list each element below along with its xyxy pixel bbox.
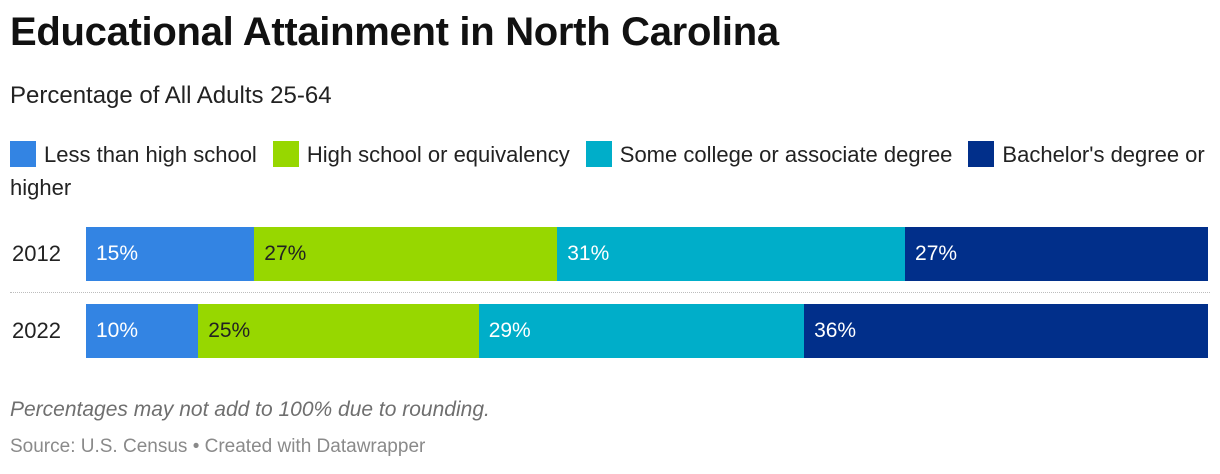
legend: Less than high school High school or equi… bbox=[10, 138, 1210, 204]
data-label: 27% bbox=[264, 242, 307, 265]
legend-label: Some college or associate degree bbox=[619, 142, 953, 167]
legend-label: Bachelor's degree or higher bbox=[10, 142, 1205, 200]
chart-source: Source: U.S. Census • Created with Dataw… bbox=[10, 436, 426, 457]
data-label: 27% bbox=[915, 242, 958, 265]
bar-segment: 29% bbox=[478, 304, 805, 358]
data-label: 10% bbox=[96, 319, 139, 342]
stacked-bar: 15% 27% 31% 27% bbox=[86, 227, 1208, 281]
bar-segment: 31% bbox=[557, 227, 906, 281]
data-label: 36% bbox=[814, 319, 857, 342]
legend-swatch bbox=[10, 141, 36, 167]
data-label: 31% bbox=[567, 242, 610, 265]
legend-swatch bbox=[272, 141, 299, 167]
row-label: 2012 bbox=[12, 241, 61, 266]
row-divider bbox=[10, 292, 1210, 293]
row-label: 2022 bbox=[12, 318, 61, 343]
legend-swatch bbox=[968, 141, 995, 167]
legend-label: High school or equivalency bbox=[306, 142, 570, 167]
bar-segment: 25% bbox=[198, 304, 479, 358]
legend-item: Less than high school bbox=[10, 141, 257, 167]
bar-segment: 27% bbox=[905, 227, 1208, 281]
stacked-bar: 10% 25% 29% 36% bbox=[86, 304, 1208, 358]
legend-item: High school or equivalency bbox=[272, 141, 570, 167]
legend-swatch bbox=[585, 141, 612, 167]
chart-title: Educational Attainment in North Carolina bbox=[10, 10, 779, 54]
legend-item: Bachelor's degree or higher bbox=[10, 141, 1205, 200]
data-label: 25% bbox=[208, 319, 251, 342]
chart-note: Percentages may not add to 100% due to r… bbox=[10, 398, 490, 421]
data-label: 29% bbox=[488, 319, 531, 342]
bar-segment: 10% bbox=[86, 304, 199, 358]
bar-segment: 15% bbox=[86, 227, 255, 281]
legend-item: Some college or associate degree bbox=[585, 141, 953, 167]
bar-segment: 36% bbox=[804, 304, 1208, 358]
legend-label: Less than high school bbox=[44, 142, 257, 167]
data-label: 15% bbox=[96, 242, 139, 265]
chart-subtitle: Percentage of All Adults 25-64 bbox=[10, 82, 332, 109]
bar-segment: 27% bbox=[254, 227, 558, 281]
